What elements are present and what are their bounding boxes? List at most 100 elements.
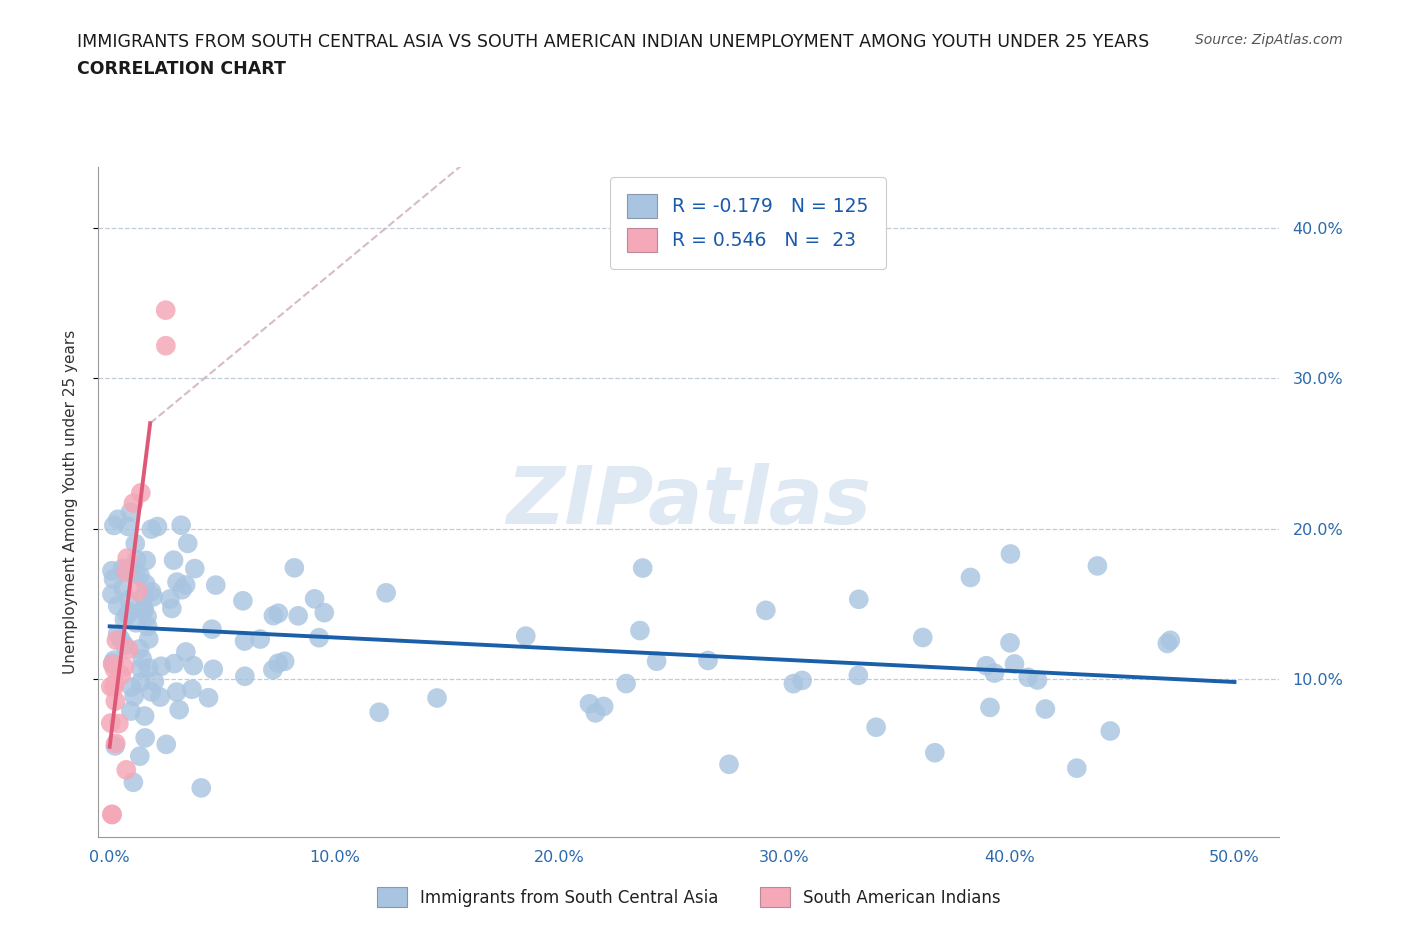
Point <box>129 568 152 583</box>
Point <box>201 622 224 637</box>
Point <box>103 661 125 676</box>
Text: CORRELATION CHART: CORRELATION CHART <box>77 60 287 78</box>
Point <box>125 566 148 581</box>
Point <box>249 631 271 646</box>
Point <box>103 679 125 694</box>
Point <box>233 633 256 648</box>
Point <box>174 644 197 659</box>
Point <box>103 653 125 668</box>
Point <box>155 303 177 318</box>
Point <box>125 552 148 567</box>
Point <box>160 601 183 616</box>
Point <box>184 561 207 576</box>
Point <box>107 598 129 613</box>
Point <box>979 700 1001 715</box>
Point <box>117 642 139 657</box>
Point <box>104 694 127 709</box>
Point <box>287 608 309 623</box>
Point <box>314 605 336 620</box>
Point <box>129 661 152 676</box>
Point <box>976 658 998 673</box>
Point <box>273 654 295 669</box>
Point <box>368 705 391 720</box>
Point <box>959 570 981 585</box>
Legend: Immigrants from South Central Asia, South American Indians: Immigrants from South Central Asia, Sout… <box>368 879 1010 916</box>
Point <box>155 737 177 751</box>
Point <box>267 656 290 671</box>
Point <box>138 631 160 646</box>
Point <box>124 537 146 551</box>
Point <box>128 749 150 764</box>
Point <box>1087 558 1109 573</box>
Point <box>120 562 142 577</box>
Point <box>112 612 135 627</box>
Point <box>120 704 142 719</box>
Point <box>1000 547 1022 562</box>
Point <box>118 592 141 607</box>
Point <box>112 580 135 595</box>
Point <box>1017 670 1039 684</box>
Point <box>645 654 668 669</box>
Point <box>135 553 157 568</box>
Point <box>911 630 934 644</box>
Point <box>117 519 139 534</box>
Point <box>1156 636 1178 651</box>
Point <box>101 587 124 602</box>
Point <box>117 607 139 622</box>
Point <box>233 669 256 684</box>
Point <box>170 518 193 533</box>
Point <box>101 657 124 671</box>
Point <box>105 632 128 647</box>
Point <box>190 780 212 795</box>
Point <box>283 561 305 576</box>
Point <box>128 642 150 657</box>
Point <box>115 763 138 777</box>
Point <box>101 807 124 822</box>
Text: ZIPatlas: ZIPatlas <box>506 463 872 541</box>
Point <box>262 608 284 623</box>
Point <box>129 485 152 500</box>
Point <box>1004 657 1026 671</box>
Point <box>107 512 129 526</box>
Point <box>146 519 169 534</box>
Point <box>846 668 869 683</box>
Point <box>1099 724 1122 738</box>
Point <box>100 715 122 730</box>
Point <box>848 591 870 606</box>
Point <box>166 575 188 590</box>
Point <box>167 702 190 717</box>
Point <box>100 679 122 694</box>
Point <box>865 720 887 735</box>
Point <box>129 675 152 690</box>
Point <box>1026 672 1049 687</box>
Point <box>163 657 186 671</box>
Point <box>515 629 537 644</box>
Point <box>127 584 149 599</box>
Text: Source: ZipAtlas.com: Source: ZipAtlas.com <box>1195 33 1343 46</box>
Point <box>115 551 138 565</box>
Point <box>592 699 614 714</box>
Point <box>197 690 219 705</box>
Point <box>110 632 132 647</box>
Point <box>122 496 145 511</box>
Point <box>143 674 166 689</box>
Point <box>204 578 226 592</box>
Point <box>631 561 654 576</box>
Point <box>142 590 165 604</box>
Point <box>1159 633 1181 648</box>
Point <box>136 619 159 634</box>
Point <box>122 689 145 704</box>
Point <box>159 591 181 606</box>
Point <box>308 631 330 645</box>
Point <box>717 757 740 772</box>
Point <box>1035 701 1057 716</box>
Point <box>262 662 284 677</box>
Point <box>155 339 177 353</box>
Point <box>112 659 135 674</box>
Point <box>267 605 290 620</box>
Point <box>1066 761 1088 776</box>
Point <box>134 709 156 724</box>
Point <box>924 745 946 760</box>
Point <box>183 658 205 673</box>
Point <box>103 518 125 533</box>
